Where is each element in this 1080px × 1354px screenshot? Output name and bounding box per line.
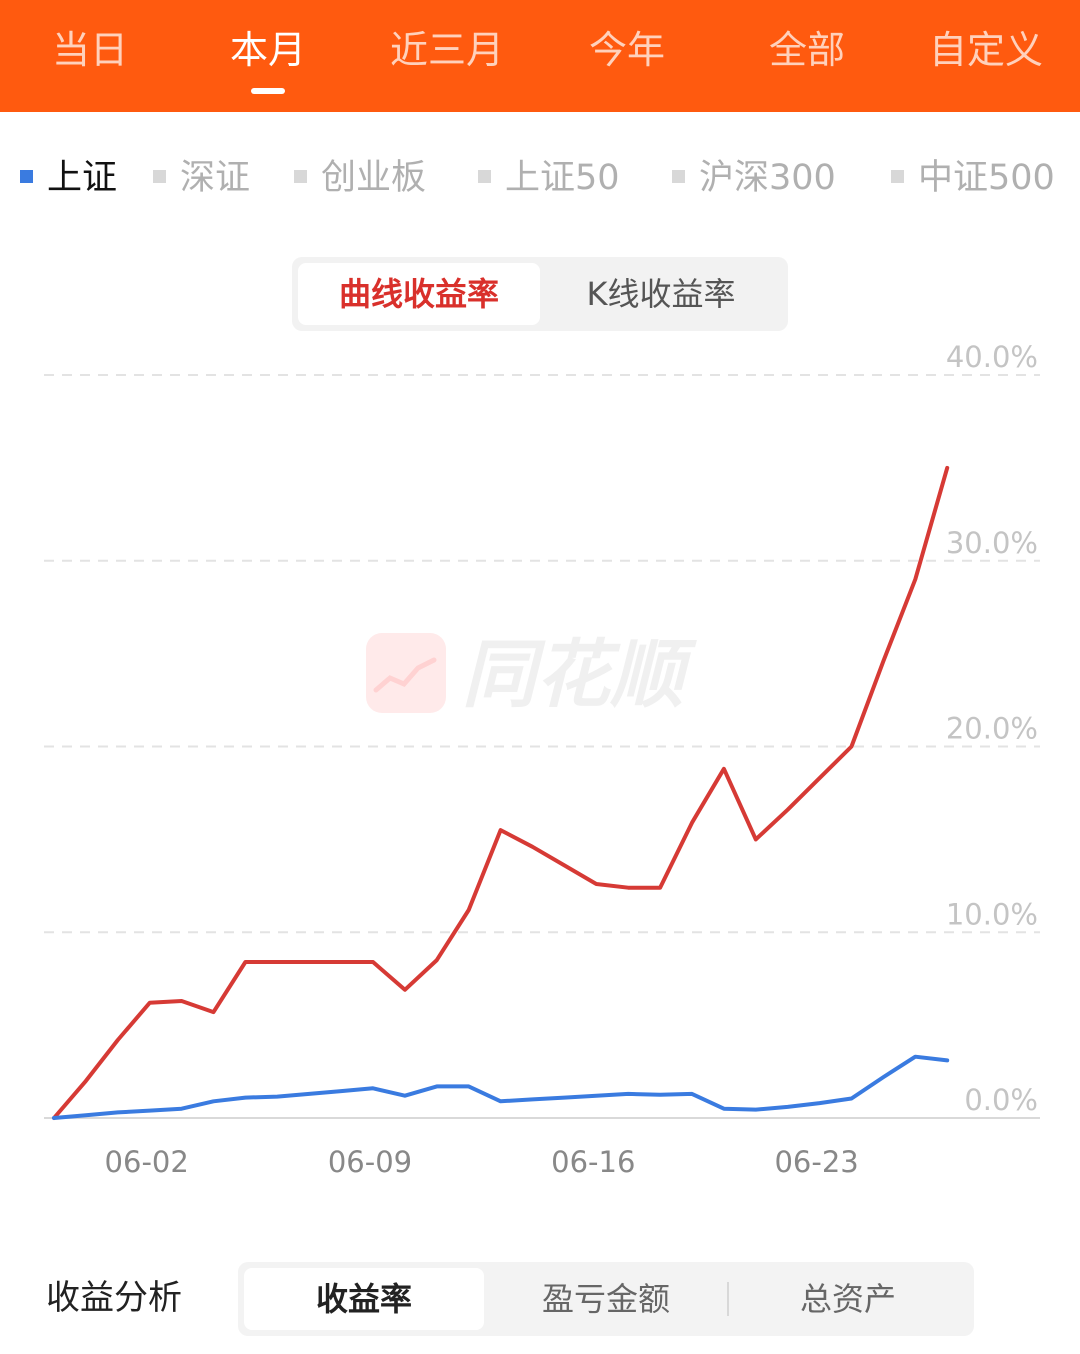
legend-item-sse50[interactable]: 上证50 — [478, 150, 620, 206]
tab-profit-amount[interactable]: 盈亏金额 — [541, 1280, 670, 1318]
tab-custom[interactable]: 自定义 — [928, 28, 1044, 72]
watermark: 同花顺 — [366, 632, 697, 718]
legend-swatch — [478, 169, 491, 183]
y-tick-label: 40.0% — [946, 340, 1038, 374]
legend-label: 上证50 — [505, 158, 620, 198]
watermark-text: 同花顺 — [462, 632, 697, 718]
analysis-tabs: 收益率 盈亏金额 总资产 — [238, 1262, 974, 1336]
tab-three-months[interactable]: 近三月 — [389, 28, 505, 72]
shanghai-index-line — [52, 1054, 950, 1120]
y-tick-label: 10.0% — [946, 897, 1038, 931]
legend-swatch — [891, 169, 904, 183]
curve-return-button[interactable]: 曲线收益率 — [298, 263, 540, 325]
chart-mode-toggle: 曲线收益率 K线收益率 — [292, 257, 788, 331]
x-tick-label: 06-16 — [551, 1145, 635, 1179]
analysis-title: 收益分析 — [46, 1278, 182, 1318]
period-tab-bar: 当日 本月 近三月 今年 全部 自定义 — [0, 0, 1080, 112]
tab-return-rate[interactable]: 收益率 — [244, 1268, 484, 1330]
legend-swatch — [20, 169, 33, 183]
legend-label: 中证500 — [918, 158, 1055, 198]
legend-label: 深证 — [180, 158, 251, 198]
return-chart: 同花顺 0.0% 10.0% 20.0% 30.0% 40.0% 06-02 06-09 0… — [44, 340, 1040, 1179]
index-legend: 上证 深证 创业板 上证50 沪深300 中证500 — [0, 150, 1080, 206]
tab-all[interactable]: 全部 — [768, 28, 846, 72]
legend-swatch — [672, 169, 685, 183]
legend-label: 沪深300 — [699, 158, 836, 198]
legend-swatch — [294, 169, 307, 183]
legend-item-csi500[interactable]: 中证500 — [891, 150, 1055, 206]
legend-swatch — [153, 169, 166, 183]
legend-label: 上证 — [47, 158, 118, 198]
tab-divider — [727, 1282, 729, 1316]
legend-item-chinext[interactable]: 创业板 — [294, 150, 426, 206]
tab-this-month[interactable]: 本月 — [229, 28, 307, 72]
x-tick-label: 06-02 — [105, 1145, 189, 1179]
legend-item-shanghai[interactable]: 上证 — [20, 150, 117, 206]
watermark-logo-icon — [366, 633, 446, 713]
portfolio-return-line — [52, 465, 950, 1120]
y-tick-label: 20.0% — [946, 712, 1038, 746]
active-tab-indicator — [251, 88, 285, 94]
watermark-logo-trend-icon — [373, 657, 437, 693]
tab-today[interactable]: 当日 — [51, 28, 129, 72]
kline-return-button[interactable]: K线收益率 — [586, 275, 736, 313]
legend-item-shenzhen[interactable]: 深证 — [153, 150, 250, 206]
tab-total-assets[interactable]: 总资产 — [799, 1280, 896, 1318]
x-tick-label: 06-09 — [328, 1145, 412, 1179]
legend-label: 创业板 — [321, 158, 427, 198]
y-tick-label: 0.0% — [964, 1083, 1038, 1117]
x-tick-label: 06-23 — [774, 1145, 858, 1179]
tab-this-year[interactable]: 今年 — [588, 28, 666, 72]
y-tick-label: 30.0% — [946, 526, 1038, 560]
legend-item-csi300[interactable]: 沪深300 — [672, 150, 836, 206]
